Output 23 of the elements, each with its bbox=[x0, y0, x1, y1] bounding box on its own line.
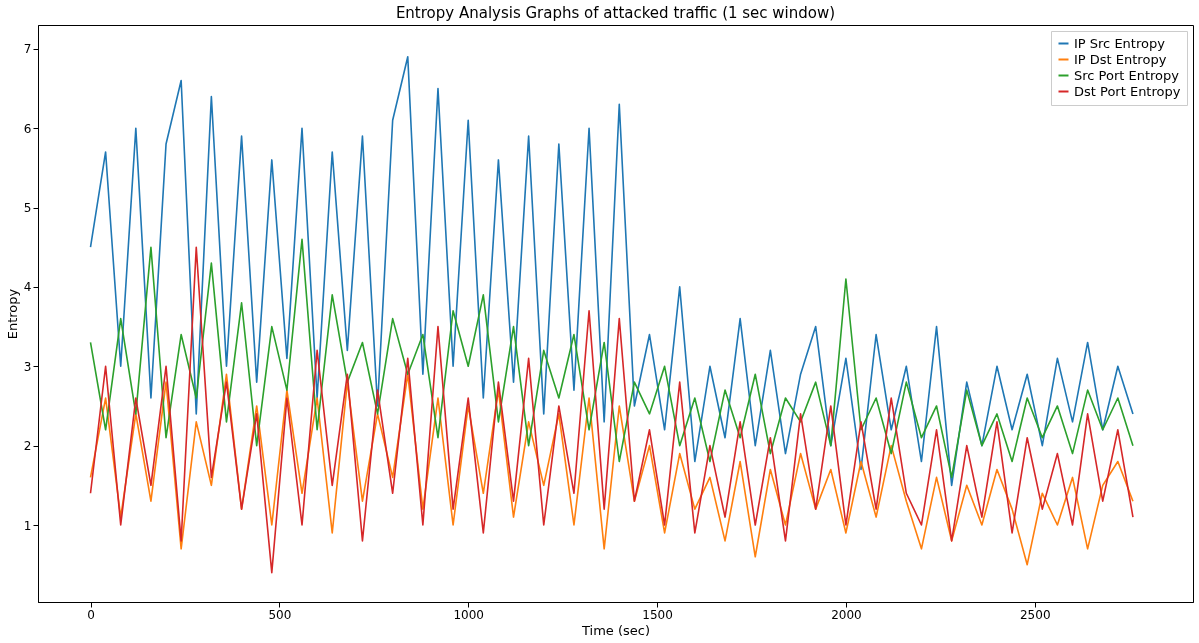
y-tick-label: 3 bbox=[23, 359, 32, 374]
legend-label: IP Dst Entropy bbox=[1074, 51, 1167, 67]
legend-label: Dst Port Entropy bbox=[1074, 83, 1181, 99]
x-tick-label: 0 bbox=[87, 607, 95, 622]
y-tick-label: 1 bbox=[23, 518, 32, 533]
line-series bbox=[89, 373, 1134, 566]
y-axis-title: Entropy bbox=[4, 288, 20, 340]
legend-label: Src Port Entropy bbox=[1074, 67, 1180, 83]
y-tick-label: 4 bbox=[23, 280, 32, 295]
line-series bbox=[89, 246, 1134, 574]
legend-label: IP Src Entropy bbox=[1074, 35, 1166, 51]
line-series bbox=[89, 238, 1134, 479]
y-tick-label: 6 bbox=[23, 121, 32, 136]
y-tick-label: 7 bbox=[23, 42, 32, 57]
x-tick-label: 1000 bbox=[453, 607, 484, 622]
y-tick-label: 2 bbox=[23, 439, 32, 454]
x-axis-title: Time (sec) bbox=[580, 622, 651, 638]
x-tick-label: 2000 bbox=[831, 607, 862, 622]
chart-title: Entropy Analysis Graphs of attacked traffic (1 sec window) bbox=[395, 4, 836, 22]
y-tick-label: 5 bbox=[23, 201, 32, 216]
x-tick-label: 2500 bbox=[1019, 607, 1051, 622]
x-tick-label: 1500 bbox=[642, 607, 673, 622]
x-tick-label: 500 bbox=[268, 607, 292, 622]
